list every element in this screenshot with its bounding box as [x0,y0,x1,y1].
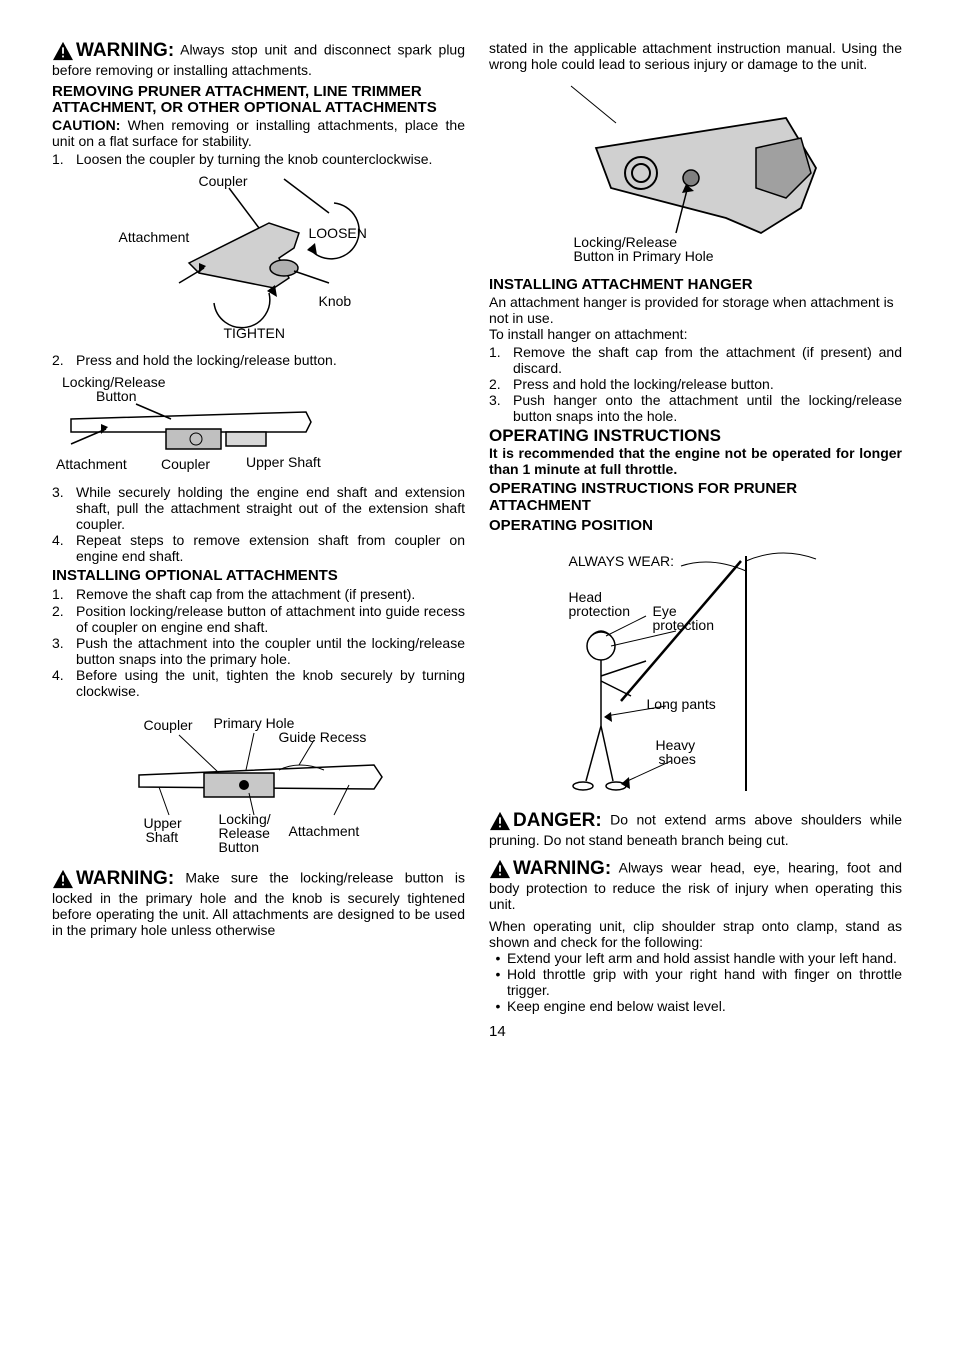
page-number: 14 [489,1023,902,1040]
danger-icon [489,811,511,831]
hanger-p1: An attachment hanger is provided for sto… [489,294,902,326]
list-item: 3.Push hanger onto the attachment until … [489,392,902,424]
right-column: stated in the applicable attachment inst… [489,40,902,1040]
fig-label-upper: Upper Shaft [246,454,321,470]
list-item: 3.Push the attachment into the coupler u… [52,635,465,667]
caution-block: CAUTION: When removing or installing att… [52,117,465,149]
heading-op-position: OPERATING POSITION [489,518,902,535]
list-item: •Extend your left arm and hold assist ha… [489,950,902,966]
figure-primary-hole: Coupler Primary Hole Guide Recess Upper … [52,705,465,858]
fig-label-attachment: Attachment [56,456,127,472]
fig-label-button: Button [96,388,136,404]
fig-label-coupler: Coupler [199,173,248,189]
list-item: 2.Press and hold the locking/release but… [52,352,465,368]
removing-steps-3: 3.While securely holding the engine end … [52,484,465,564]
left-column: WARNING: Always stop unit and disconnect… [52,40,465,1040]
figure-coupler-knob: Coupler Attachment LOOSEN Knob TIGHTEN [52,173,465,346]
fig-label-attachment: Attachment [289,823,360,839]
warn3-p2: When operating unit, clip shoulder strap… [489,918,902,950]
fig-label-tighten: TIGHTEN [224,325,285,341]
warning-icon [52,41,74,61]
danger-block: DANGER: Do not extend arms above shoulde… [489,810,902,848]
fig-label-lock3: Button [219,839,259,855]
fig-label-l2: Button in Primary Hole [574,248,714,264]
fig-label-shoes2: shoes [659,751,696,767]
list-item: 2.Position locking/release button of att… [52,603,465,635]
warning-label: WARNING: [76,868,174,889]
continuation-text: stated in the applicable attachment inst… [489,40,902,72]
fig-label-coupler: Coupler [144,717,193,733]
warning-block-2: WARNING: Make sure the locking/release b… [52,868,465,938]
list-item: 4.Before using the unit, tighten the kno… [52,667,465,699]
figure-locking-release: Locking/Release Button Attachment Couple… [56,374,465,477]
hanger-steps: 1.Remove the shaft cap from the attachme… [489,344,902,424]
removing-steps-2: 2.Press and hold the locking/release but… [52,352,465,368]
warning-block-3: WARNING: Always wear head, eye, hearing,… [489,858,902,912]
hanger-p2: To install hanger on attachment: [489,326,902,342]
fig-label-upper2: Shaft [146,829,179,845]
fig-label-guide: Guide Recess [279,729,367,745]
warning-label: WARNING: [76,40,174,61]
list-item: 3.While securely holding the engine end … [52,484,465,532]
fig-label-loosen: LOOSEN [309,225,367,241]
fig-label-head2: protection [569,603,630,619]
warning-icon [489,859,511,879]
caution-label: CAUTION: [52,117,120,133]
figure-locking-primary: Locking/Release Button in Primary Hole [489,78,902,271]
heading-removing: REMOVING PRUNER ATTACHMENT, LINE TRIMMER… [52,84,465,117]
danger-label: DANGER: [513,810,602,831]
removing-steps-1: 1.Loosen the coupler by turning the knob… [52,151,465,167]
list-item: 1.Loosen the coupler by turning the knob… [52,151,465,167]
figure-svg [129,173,389,343]
warning-label: WARNING: [513,858,611,879]
warning-icon [52,869,74,889]
warning-block-1: WARNING: Always stop unit and disconnect… [52,40,465,78]
operating-bullets: •Extend your left arm and hold assist ha… [489,950,902,1014]
figure-operating-position: ALWAYS WEAR: Head protection Eye protect… [489,541,902,804]
heading-installing: INSTALLING OPTIONAL ATTACHMENTS [52,568,465,585]
fig-label-always: ALWAYS WEAR: [569,553,675,569]
installing-steps: 1.Remove the shaft cap from the attachme… [52,586,465,699]
list-item: 4.Repeat steps to remove extension shaft… [52,532,465,564]
list-item: •Hold throttle grip with your right hand… [489,966,902,998]
heading-hanger: INSTALLING ATTACHMENT HANGER [489,277,902,294]
opinst-bold: It is recommended that the engine not be… [489,445,902,477]
fig-label-knob: Knob [319,293,352,309]
heading-op-pruner: OPERATING INSTRUCTIONS FOR PRUNER ATTACH… [489,481,902,514]
list-item: 1.Remove the shaft cap from the attachme… [489,344,902,376]
fig-label-pants: Long pants [647,696,716,712]
heading-op-instructions: OPERATING INSTRUCTIONS [489,427,902,446]
page-content: WARNING: Always stop unit and disconnect… [52,40,902,1040]
list-item: 2.Press and hold the locking/release but… [489,376,902,392]
fig-label-coupler: Coupler [161,456,210,472]
fig-label-eye2: protection [653,617,714,633]
list-item: 1.Remove the shaft cap from the attachme… [52,586,465,602]
list-item: •Keep engine end below waist level. [489,998,902,1014]
fig-label-attachment: Attachment [119,229,190,245]
